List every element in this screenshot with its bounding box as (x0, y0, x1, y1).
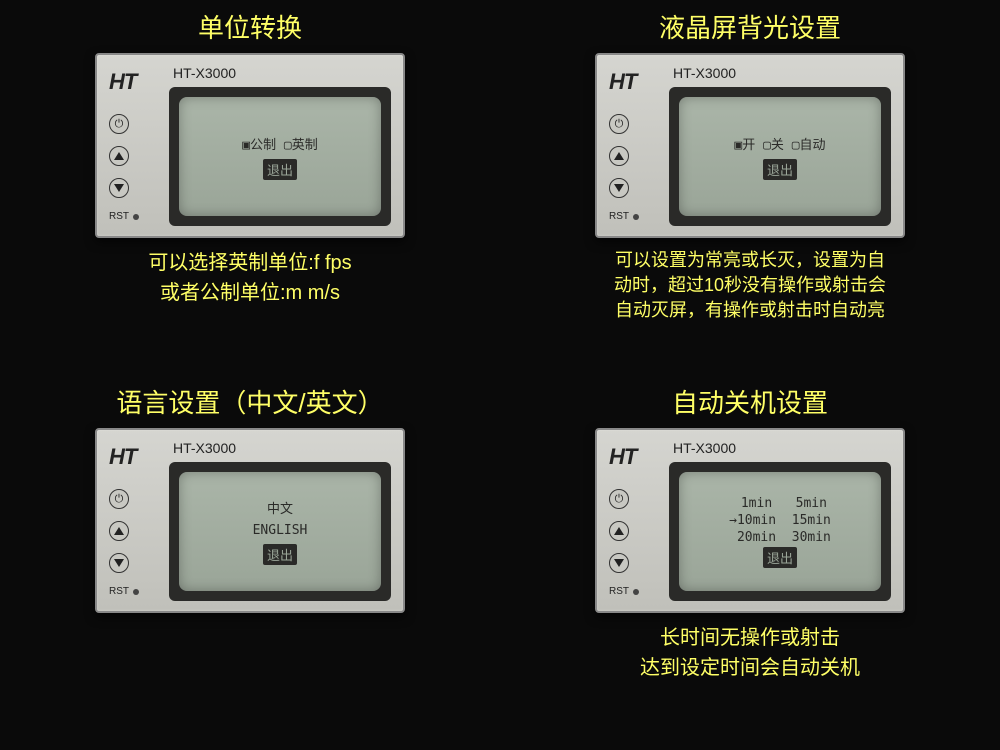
down-button[interactable] (609, 178, 629, 198)
desc-unit: 可以选择英制单位:f fps 或者公制单位:m m/s (148, 248, 351, 308)
logo: HT (109, 444, 169, 470)
device-display-area: HT-X3000 ▣公制 ▢英制 退出 (169, 65, 391, 226)
screen-line: ENGLISH (253, 523, 308, 538)
device-autopower: HT ⏻ RST HT-X3000 1min 5min →10min 15min… (595, 428, 905, 613)
button-column: ⏻ (609, 489, 669, 573)
panel-unit-conversion: 单位转换 HT ⏻ RST HT-X3000 ▣公制 ▢英制 退出 (0, 0, 500, 375)
lcd-screen: 中文 ENGLISH 退出 (179, 472, 381, 591)
up-button[interactable] (109, 521, 129, 541)
screen-bezel: ▣开 ▢关 ▢自动 退出 (669, 87, 891, 226)
lcd-screen: ▣公制 ▢英制 退出 (179, 97, 381, 216)
panel-backlight: 液晶屏背光设置 HT ⏻ RST HT-X3000 ▣开 ▢关 ▢自动 退出 (500, 0, 1000, 375)
reset-label: RST (609, 211, 669, 222)
screen-bezel: 1min 5min →10min 15min 20min 30min 退出 (669, 462, 891, 601)
device-display-area: HT-X3000 1min 5min →10min 15min 20min 30… (669, 440, 891, 601)
up-button[interactable] (109, 146, 129, 166)
device-controls: HT ⏻ RST (109, 440, 169, 601)
panel-language: 语言设置（中文/英文） HT ⏻ RST HT-X3000 中文 ENGLISH… (0, 375, 500, 750)
logo: HT (609, 69, 669, 95)
device-unit: HT ⏻ RST HT-X3000 ▣公制 ▢英制 退出 (95, 53, 405, 238)
down-button[interactable] (109, 553, 129, 573)
panel-autopower: 自动关机设置 HT ⏻ RST HT-X3000 1min 5min →10mi… (500, 375, 1000, 750)
button-column: ⏻ (609, 114, 669, 198)
desc-autopower: 长时间无操作或射击 达到设定时间会自动关机 (640, 623, 860, 683)
screen-bezel: ▣公制 ▢英制 退出 (169, 87, 391, 226)
device-display-area: HT-X3000 中文 ENGLISH 退出 (169, 440, 391, 601)
screen-line: 1min 5min (733, 496, 827, 511)
up-button[interactable] (609, 521, 629, 541)
logo: HT (109, 69, 169, 95)
title-unit: 单位转换 (198, 8, 302, 45)
reset-hole-icon[interactable] (133, 214, 139, 220)
desc-backlight: 可以设置为常亮或长灭，设置为自 动时，超过10秒没有操作或射击会 自动灭屏，有操… (614, 248, 886, 324)
reset-label: RST (109, 211, 169, 222)
model-label: HT-X3000 (173, 440, 391, 456)
device-backlight: HT ⏻ RST HT-X3000 ▣开 ▢关 ▢自动 退出 (595, 53, 905, 238)
device-controls: HT ⏻ RST (609, 440, 669, 601)
lcd-screen: ▣开 ▢关 ▢自动 退出 (679, 97, 881, 216)
screen-exit: 退出 (263, 159, 297, 180)
model-label: HT-X3000 (673, 440, 891, 456)
screen-line: ▣开 ▢关 ▢自动 (734, 134, 825, 153)
screen-exit: 退出 (263, 544, 297, 565)
screen-exit: 退出 (763, 547, 797, 568)
logo: HT (609, 444, 669, 470)
down-button[interactable] (109, 178, 129, 198)
reset-hole-icon[interactable] (633, 214, 639, 220)
title-language: 语言设置（中文/英文） (116, 383, 383, 420)
screen-line: 20min 30min (729, 530, 831, 545)
title-autopower: 自动关机设置 (672, 383, 828, 420)
button-column: ⏻ (109, 114, 169, 198)
model-label: HT-X3000 (673, 65, 891, 81)
device-language: HT ⏻ RST HT-X3000 中文 ENGLISH 退出 (95, 428, 405, 613)
screen-line: ▣公制 ▢英制 (242, 134, 317, 153)
screen-line: 中文 (267, 498, 293, 517)
power-button[interactable]: ⏻ (609, 114, 629, 134)
power-button[interactable]: ⏻ (109, 489, 129, 509)
lcd-screen: 1min 5min →10min 15min 20min 30min 退出 (679, 472, 881, 591)
device-controls: HT ⏻ RST (109, 65, 169, 226)
model-label: HT-X3000 (173, 65, 391, 81)
down-button[interactable] (609, 553, 629, 573)
reset-hole-icon[interactable] (633, 589, 639, 595)
reset-hole-icon[interactable] (133, 589, 139, 595)
screen-line: →10min 15min (729, 513, 831, 528)
device-display-area: HT-X3000 ▣开 ▢关 ▢自动 退出 (669, 65, 891, 226)
title-backlight: 液晶屏背光设置 (659, 8, 841, 45)
screen-bezel: 中文 ENGLISH 退出 (169, 462, 391, 601)
reset-label: RST (109, 586, 169, 597)
device-controls: HT ⏻ RST (609, 65, 669, 226)
button-column: ⏻ (109, 489, 169, 573)
up-button[interactable] (609, 146, 629, 166)
power-button[interactable]: ⏻ (609, 489, 629, 509)
power-button[interactable]: ⏻ (109, 114, 129, 134)
screen-exit: 退出 (763, 159, 797, 180)
reset-label: RST (609, 586, 669, 597)
